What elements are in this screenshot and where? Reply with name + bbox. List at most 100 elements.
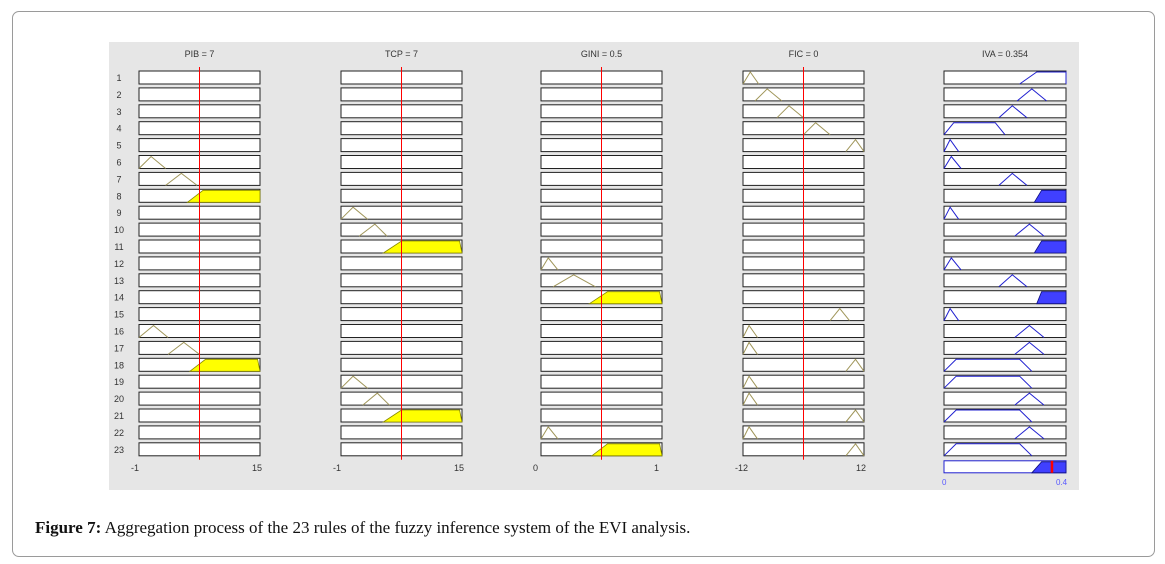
rule-label-17: 17 xyxy=(114,343,124,353)
membership-function xyxy=(943,155,962,169)
membership-function xyxy=(340,206,368,220)
membership-function xyxy=(943,358,1033,372)
rule-label-7: 7 xyxy=(116,174,121,184)
figure-frame: 1 2 3 4 5 6 7 8 9 10 11 12 13 14 15 16 17 18 19 20 21 22 23 PIB… xyxy=(12,11,1155,557)
activated-membership-function xyxy=(590,443,663,457)
rule-label-3: 3 xyxy=(116,107,121,117)
rule-label-4: 4 xyxy=(116,124,121,134)
column-2: GINI = 0.5 0 1 xyxy=(533,49,663,473)
membership-function xyxy=(845,442,865,457)
membership-function xyxy=(803,122,831,136)
rule-label-10: 10 xyxy=(114,225,124,235)
column-title: GINI = 0.5 xyxy=(581,49,622,59)
rule-label-15: 15 xyxy=(114,310,124,320)
rule-cell-5 xyxy=(943,138,1067,153)
membership-function xyxy=(1019,71,1067,85)
membership-function xyxy=(943,409,1033,423)
axis-tick-max: 0.4 xyxy=(1056,478,1068,487)
membership-function xyxy=(742,425,758,440)
column-0: PIB = 7 -1 15 xyxy=(131,49,262,473)
membership-function xyxy=(943,138,960,152)
axis-tick-max: 12 xyxy=(856,463,866,473)
membership-function xyxy=(138,324,169,338)
membership-function xyxy=(829,307,850,321)
membership-function xyxy=(552,274,596,288)
membership-function xyxy=(845,358,865,372)
rule-label-1: 1 xyxy=(116,73,121,83)
membership-function xyxy=(540,257,559,271)
rule-cell-15 xyxy=(943,307,1067,322)
membership-function xyxy=(943,206,960,220)
rule-label-23: 23 xyxy=(114,445,124,455)
rule-label-2: 2 xyxy=(116,90,121,100)
rule-label-14: 14 xyxy=(114,293,124,303)
membership-function xyxy=(1016,88,1047,102)
figure-caption-label: Figure 7: xyxy=(35,518,102,537)
rule-cell-2 xyxy=(943,87,1067,102)
rule-label-18: 18 xyxy=(114,360,124,370)
rule-label-16: 16 xyxy=(114,327,124,337)
rule-label-6: 6 xyxy=(116,158,121,168)
rule-cell-19 xyxy=(943,374,1067,389)
membership-function xyxy=(540,426,559,440)
membership-function xyxy=(845,138,865,152)
membership-function xyxy=(742,71,760,85)
rule-label-11: 11 xyxy=(114,242,123,252)
rule-cell-6 xyxy=(943,155,1067,169)
activated-membership-function xyxy=(382,240,463,254)
rule-cell-22 xyxy=(943,425,1067,440)
membership-function xyxy=(943,375,1033,389)
rule-cell-17 xyxy=(943,340,1067,355)
activated-membership-function xyxy=(382,409,463,423)
activated-output-function xyxy=(1033,189,1067,203)
axis-tick-max: 15 xyxy=(252,463,262,473)
rule-cell-7 xyxy=(943,171,1067,186)
rule-label-9: 9 xyxy=(116,208,121,218)
activated-output-function xyxy=(1033,240,1067,254)
rule-label-21: 21 xyxy=(114,411,124,421)
rule-cell-3 xyxy=(943,104,1067,119)
membership-function xyxy=(998,105,1028,119)
rule-label-5: 5 xyxy=(116,141,121,151)
column-1: TCP = 7 -1 15 xyxy=(333,49,464,473)
rule-cell-16 xyxy=(943,324,1067,338)
membership-function xyxy=(340,375,368,389)
membership-function xyxy=(1014,223,1045,237)
membership-function xyxy=(943,443,1033,457)
rule-cell-12 xyxy=(943,256,1067,271)
membership-function xyxy=(943,307,960,321)
axis-tick-min: -1 xyxy=(333,463,341,473)
membership-function xyxy=(998,274,1028,288)
rule-label-13: 13 xyxy=(114,276,124,286)
figure-caption-text: Aggregation process of the 23 rules of t… xyxy=(104,518,691,537)
axis-tick-min: 0 xyxy=(942,478,947,487)
membership-function xyxy=(167,341,200,355)
rule-cell-1 xyxy=(943,70,1067,85)
membership-function xyxy=(742,392,758,406)
axis-tick-min: -12 xyxy=(735,463,748,473)
aggregated-output-area xyxy=(1030,461,1067,474)
rule-label-12: 12 xyxy=(114,259,124,269)
membership-function xyxy=(754,88,783,102)
membership-function xyxy=(776,105,804,119)
membership-function xyxy=(742,375,758,389)
membership-function xyxy=(943,257,962,271)
column-title: TCP = 7 xyxy=(385,49,418,59)
column-title: IVA = 0.354 xyxy=(982,49,1028,59)
figure-caption: Figure 7: Aggregation process of the 23 … xyxy=(35,518,690,538)
axis-tick-max: 1 xyxy=(654,463,659,473)
column-title: FIC = 0 xyxy=(789,49,819,59)
membership-function xyxy=(742,341,758,355)
membership-function xyxy=(138,155,166,169)
rule-label-20: 20 xyxy=(114,394,124,404)
membership-function xyxy=(998,172,1028,186)
membership-function xyxy=(358,223,388,237)
axis-tick-min: 0 xyxy=(533,463,538,473)
membership-function xyxy=(1014,392,1045,406)
activated-output-function xyxy=(1036,291,1067,305)
rule-cell-21 xyxy=(943,408,1067,423)
membership-function xyxy=(1014,324,1045,338)
rule-cell-9 xyxy=(943,205,1067,220)
membership-function xyxy=(845,409,865,423)
rule-cell-18 xyxy=(943,357,1067,372)
